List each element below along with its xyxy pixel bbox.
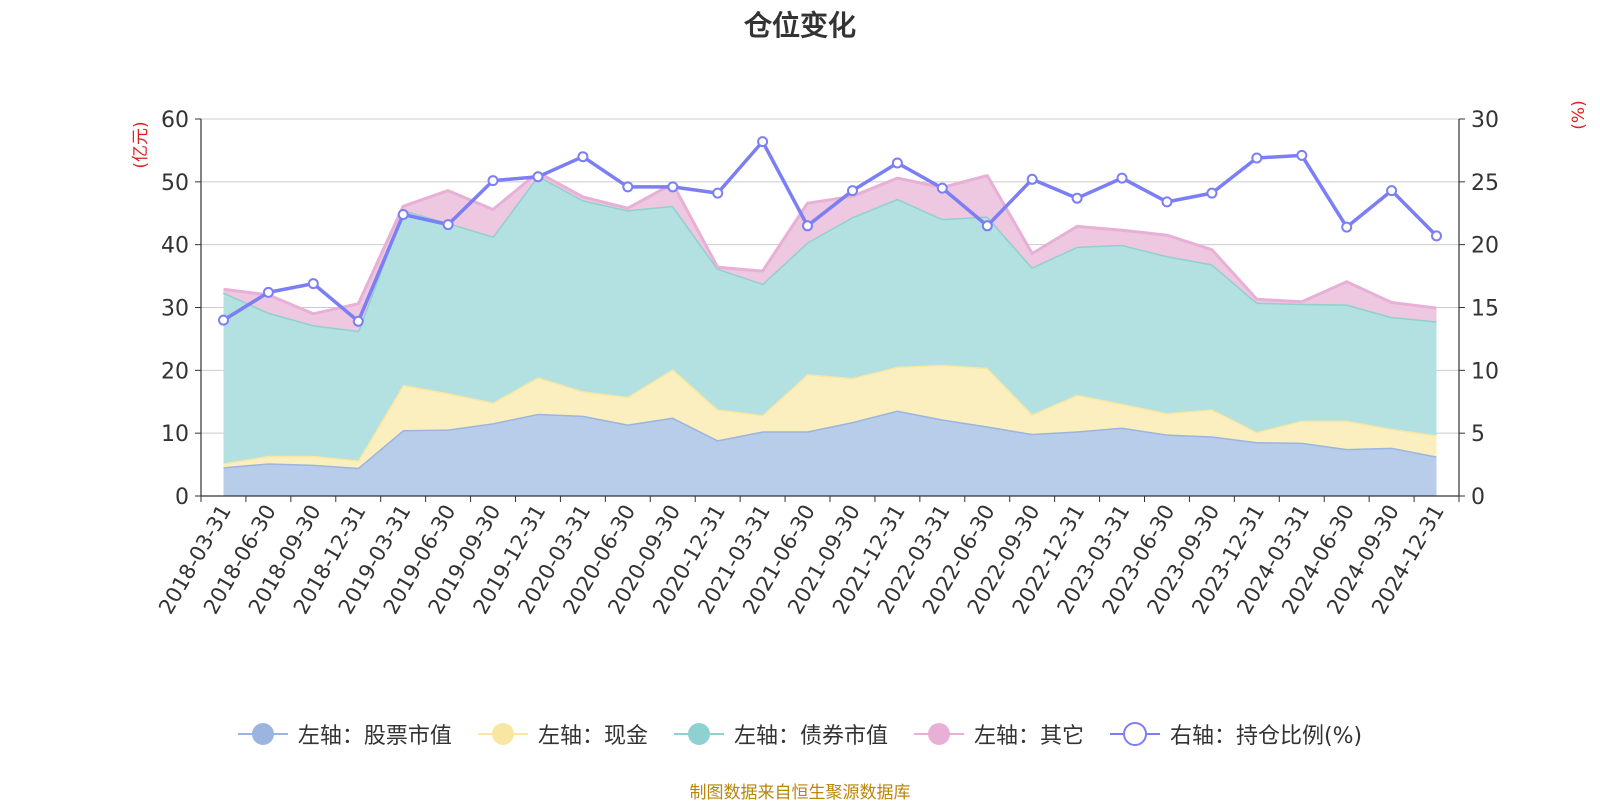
- line-point: [218, 314, 229, 326]
- legend-label: 左轴：债券市值: [733, 724, 888, 749]
- line-point: [667, 181, 679, 193]
- line-point: [1206, 187, 1218, 199]
- area-左轴：股票市值: [223, 410, 1437, 496]
- line-point: [442, 219, 454, 231]
- position-ratio-line: [218, 136, 1442, 327]
- legend-swatch: [237, 723, 288, 745]
- right-axis-tick-label: 10: [1471, 359, 1499, 384]
- line-point: [1251, 152, 1263, 164]
- line-point: [352, 315, 364, 327]
- line-point: [1116, 172, 1128, 184]
- area-左轴：债券市值: [223, 175, 1437, 464]
- left-axis-tick-label: 50: [161, 171, 189, 196]
- line-point: [532, 171, 544, 183]
- line-point: [1161, 196, 1173, 208]
- legend-swatch: [673, 723, 724, 745]
- line-point: [981, 220, 993, 232]
- legend-item[interactable]: 左轴：其它: [913, 718, 1084, 750]
- line-point: [847, 185, 858, 197]
- line-point: [397, 209, 409, 220]
- legend-item[interactable]: 左轴：股票市值: [237, 718, 452, 750]
- area-edge-左轴：股票市值: [223, 409, 1437, 470]
- legend-label: 左轴：其它: [973, 724, 1084, 749]
- line-point: [712, 187, 724, 199]
- area-edge-左轴：其它: [223, 170, 1437, 316]
- left-axis-tick-label: 40: [161, 234, 189, 259]
- line-point: [891, 157, 903, 169]
- right-axis-tick-label: 25: [1471, 171, 1499, 196]
- line-point: [622, 181, 634, 193]
- stacked-areas: [222, 170, 1437, 496]
- legend-label: 右轴：持仓比例(%): [1169, 724, 1363, 749]
- right-axis-tick-label: 0: [1471, 485, 1485, 510]
- left-axis-tick-label: 60: [161, 108, 189, 133]
- legend-item[interactable]: 左轴：债券市值: [673, 718, 888, 750]
- line-point: [1026, 173, 1038, 185]
- line-point: [936, 182, 948, 194]
- line-point: [1296, 149, 1308, 161]
- legend-swatch: [477, 723, 528, 745]
- left-axis-unit-label: (亿元): [131, 121, 151, 168]
- line-point: [1431, 230, 1442, 242]
- area-左轴：其它: [223, 172, 1437, 331]
- area-左轴：现金: [223, 364, 1437, 468]
- line-point: [262, 286, 274, 298]
- line-point: [307, 278, 319, 290]
- legend-label: 左轴：股票市值: [297, 724, 452, 749]
- line-point: [1386, 185, 1398, 197]
- legend-swatch: [913, 723, 964, 745]
- legend-label: 左轴：现金: [537, 724, 648, 749]
- line-右轴：持仓比例(%): [222, 139, 1438, 324]
- line-point: [577, 151, 589, 163]
- right-axis-tick-label: 15: [1471, 297, 1499, 322]
- line-point: [757, 136, 769, 148]
- right-axis-unit-label: (%): [1569, 100, 1589, 129]
- source-note: 制图数据来自恒生聚源数据库: [689, 783, 911, 803]
- left-axis-tick-label: 0: [175, 485, 189, 510]
- chart-title: 仓位变化: [743, 9, 856, 42]
- right-axis-tick-label: 20: [1471, 234, 1499, 259]
- right-axis-tick-label: 5: [1471, 422, 1485, 447]
- line-point: [802, 220, 813, 232]
- line-point: [1071, 192, 1083, 204]
- left-axis-tick-label: 10: [161, 422, 189, 447]
- legend: 左轴：股票市值 左轴：现金 左轴：债券市值 左轴：其它 右轴：持仓比例(%): [0, 718, 1600, 750]
- left-axis-tick-label: 30: [161, 297, 189, 322]
- line-point: [487, 175, 499, 187]
- legend-item[interactable]: 左轴：现金: [477, 718, 648, 750]
- right-axis-tick-label: 30: [1471, 108, 1499, 133]
- left-axis-tick-label: 20: [161, 359, 189, 384]
- legend-swatch: [1109, 722, 1160, 746]
- legend-item[interactable]: 右轴：持仓比例(%): [1109, 718, 1363, 750]
- line-point: [1341, 221, 1353, 233]
